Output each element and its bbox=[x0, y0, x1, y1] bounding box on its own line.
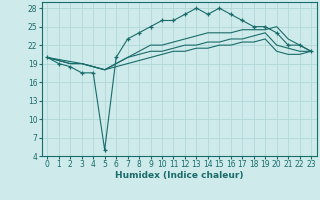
X-axis label: Humidex (Indice chaleur): Humidex (Indice chaleur) bbox=[115, 171, 244, 180]
